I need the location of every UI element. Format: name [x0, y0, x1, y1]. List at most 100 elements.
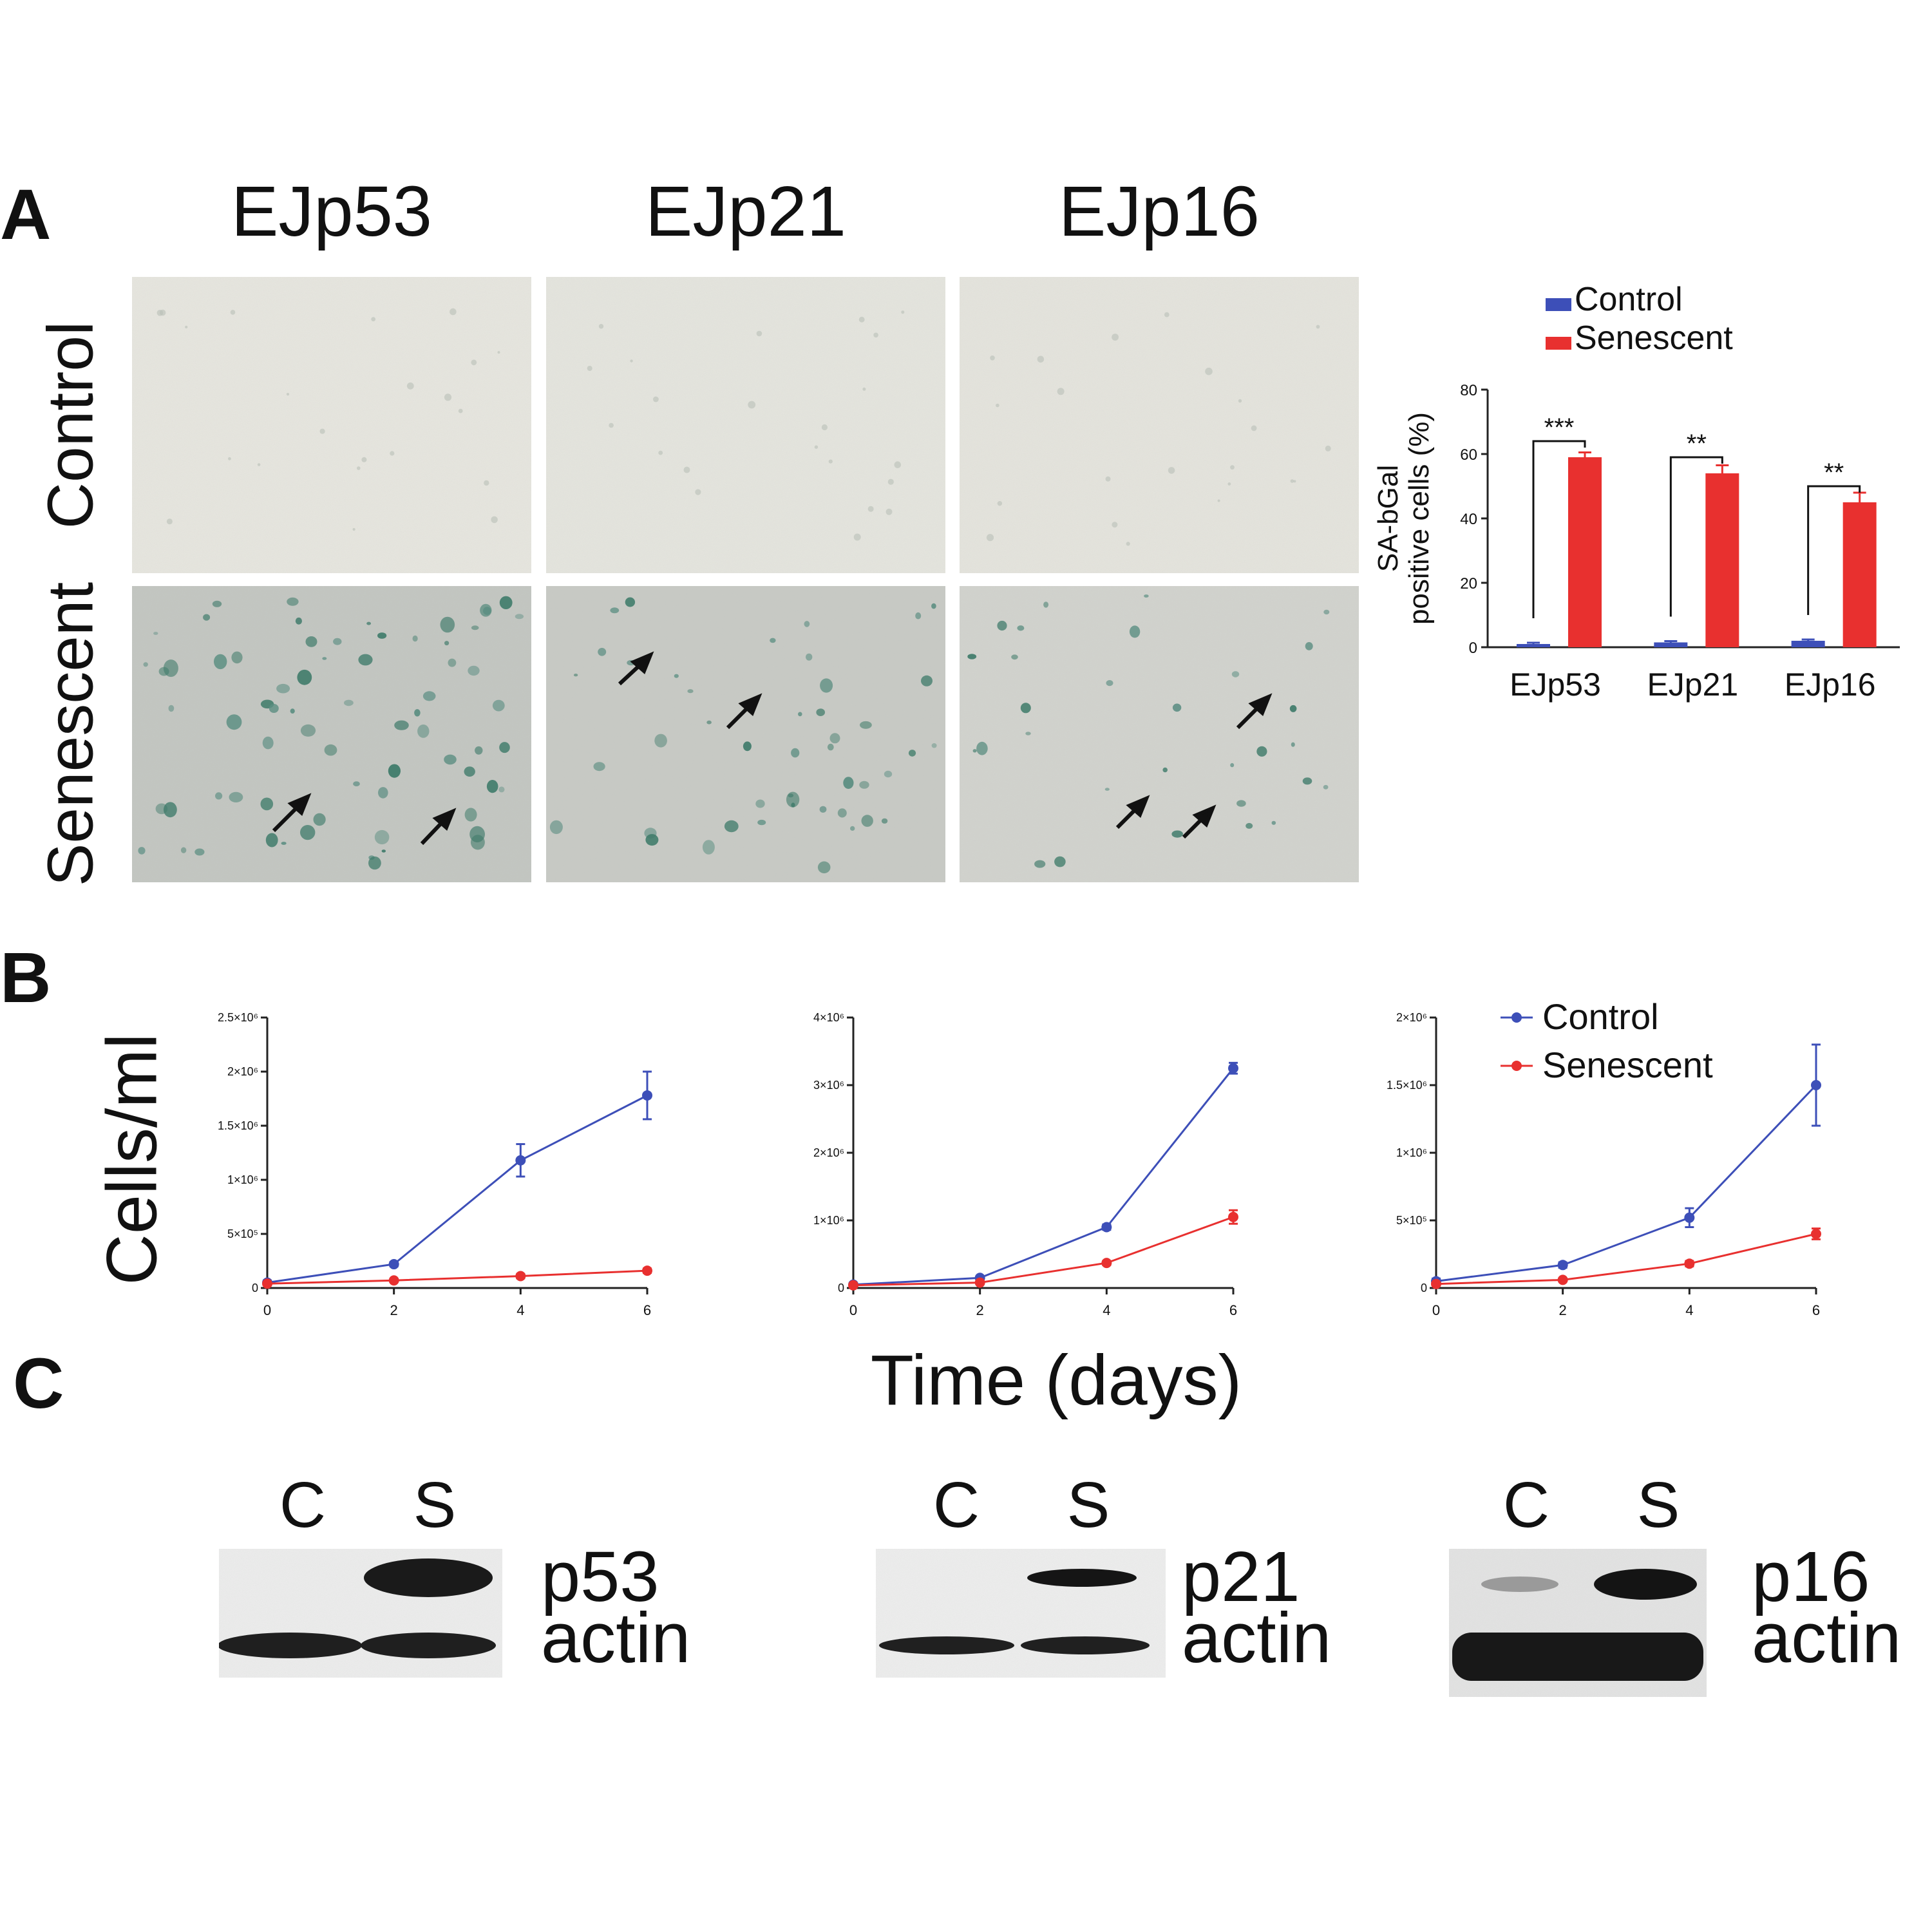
bar-control-ejp16 — [1791, 641, 1825, 647]
significance-bracket — [1532, 440, 1586, 618]
bar-control-ejp21 — [1654, 642, 1688, 647]
stained-cell — [1020, 703, 1031, 714]
grain-overlay — [960, 277, 1359, 573]
data-point-senescent — [642, 1265, 652, 1276]
significance-marker: *** — [1544, 413, 1575, 442]
stained-cell — [860, 721, 872, 729]
control-cell — [1057, 388, 1065, 395]
stained-cell — [1256, 746, 1267, 757]
protein-label-p16: p16 — [1752, 1537, 1870, 1616]
x-tick-label: 6 — [643, 1302, 651, 1318]
grain-overlay — [132, 586, 531, 882]
y-tick-label: 60 — [1460, 446, 1477, 464]
stained-cell — [353, 781, 360, 786]
stained-cell — [687, 689, 694, 694]
control-cell — [598, 324, 604, 329]
control-cell — [1227, 482, 1231, 486]
y-tick-label: 1×10⁶ — [1396, 1146, 1427, 1159]
stained-cell — [1323, 784, 1329, 790]
stained-cell — [422, 691, 436, 701]
lane-label-c: C — [933, 1469, 980, 1541]
stained-cell — [972, 749, 977, 753]
stained-cell — [654, 734, 667, 748]
blot-p16: C S p16 actin — [1449, 1468, 1932, 1700]
stained-cell — [1289, 705, 1297, 712]
stained-cell — [724, 820, 739, 833]
arrow-icon — [738, 693, 762, 717]
y-tick-label: 1.5×10⁶ — [218, 1119, 258, 1132]
stained-cell — [269, 704, 279, 713]
stained-cell — [881, 818, 888, 824]
stained-cell — [344, 699, 354, 706]
stained-cell — [843, 777, 854, 789]
stained-cell — [475, 746, 483, 755]
stained-cell — [931, 603, 936, 609]
control-cell — [1325, 445, 1331, 451]
series-line-senescent — [1435, 1233, 1817, 1285]
blot-p21: C S p21 actin — [876, 1468, 1378, 1681]
stained-cell — [1236, 800, 1246, 807]
control-cell — [160, 309, 166, 316]
arrow-markers — [272, 651, 1273, 846]
control-cell — [484, 480, 489, 486]
stained-cell — [164, 802, 177, 818]
stained-cell — [374, 829, 390, 845]
legend-swatch — [1546, 337, 1571, 350]
stained-cell — [850, 826, 855, 831]
x-tick-label: 2 — [976, 1302, 984, 1318]
stained-cell — [976, 741, 988, 755]
y-tick-label: 1.5×10⁶ — [1387, 1079, 1427, 1092]
stained-cell — [598, 648, 607, 656]
control-cell — [357, 466, 361, 470]
legend-label-senescent: Senescent — [1575, 319, 1733, 357]
control-cell — [1238, 399, 1242, 403]
control-cell — [257, 463, 261, 466]
data-point-senescent — [1811, 1229, 1821, 1239]
legend-marker — [1511, 1061, 1522, 1071]
data-point-control — [1811, 1080, 1821, 1090]
arrow-icon — [630, 651, 654, 675]
x-tick-label: 0 — [263, 1302, 271, 1318]
stained-cell — [464, 766, 475, 777]
x-tick-label: 0 — [1432, 1302, 1440, 1318]
stained-cell — [1129, 625, 1141, 638]
stained-cell — [804, 621, 810, 627]
significance-bracket — [1807, 485, 1861, 615]
stained-cell — [498, 786, 505, 793]
control-cell — [997, 501, 1003, 506]
grain-overlay — [960, 586, 1359, 882]
growth-ylabel: Cells/ml — [93, 1005, 172, 1314]
legend-label-senescent: Senescent — [1542, 1045, 1713, 1085]
control-cell — [821, 424, 828, 431]
stained-cell — [203, 614, 211, 621]
bar-ylabel-line2: positive cells (%) — [1403, 412, 1435, 625]
stained-cell — [829, 733, 840, 744]
stained-cell — [226, 714, 242, 730]
stained-cell — [1104, 788, 1110, 791]
control-cell — [1217, 499, 1220, 502]
data-point-control — [642, 1090, 652, 1101]
lane-label-s: S — [1636, 1469, 1680, 1541]
blot-image-p16 — [1449, 1549, 1707, 1697]
control-cell — [986, 534, 994, 542]
stained-cell — [180, 847, 187, 853]
stained-cell — [791, 802, 795, 808]
arrow-icon — [1248, 693, 1273, 717]
bar-senescent-ejp21 — [1705, 473, 1739, 647]
control-cell — [286, 393, 290, 396]
stained-cell — [368, 856, 381, 870]
stained-cell — [997, 620, 1007, 631]
legend-label-control: Control — [1575, 281, 1683, 318]
stained-cell — [469, 826, 485, 842]
lane-label-s: S — [1066, 1469, 1110, 1541]
stained-cell — [168, 705, 175, 712]
control-cell — [1112, 522, 1118, 528]
control-cell — [853, 533, 861, 541]
stained-cell — [499, 742, 510, 753]
growth-curve-ejp21: 0 1×10⁶ 2×10⁶ 3×10⁶ 4×10⁶ 0 2 4 6 — [813, 1011, 1238, 1318]
control-cell — [1164, 312, 1170, 317]
stained-cell — [229, 791, 243, 802]
control-cell — [887, 478, 894, 485]
stained-cell — [549, 820, 563, 835]
